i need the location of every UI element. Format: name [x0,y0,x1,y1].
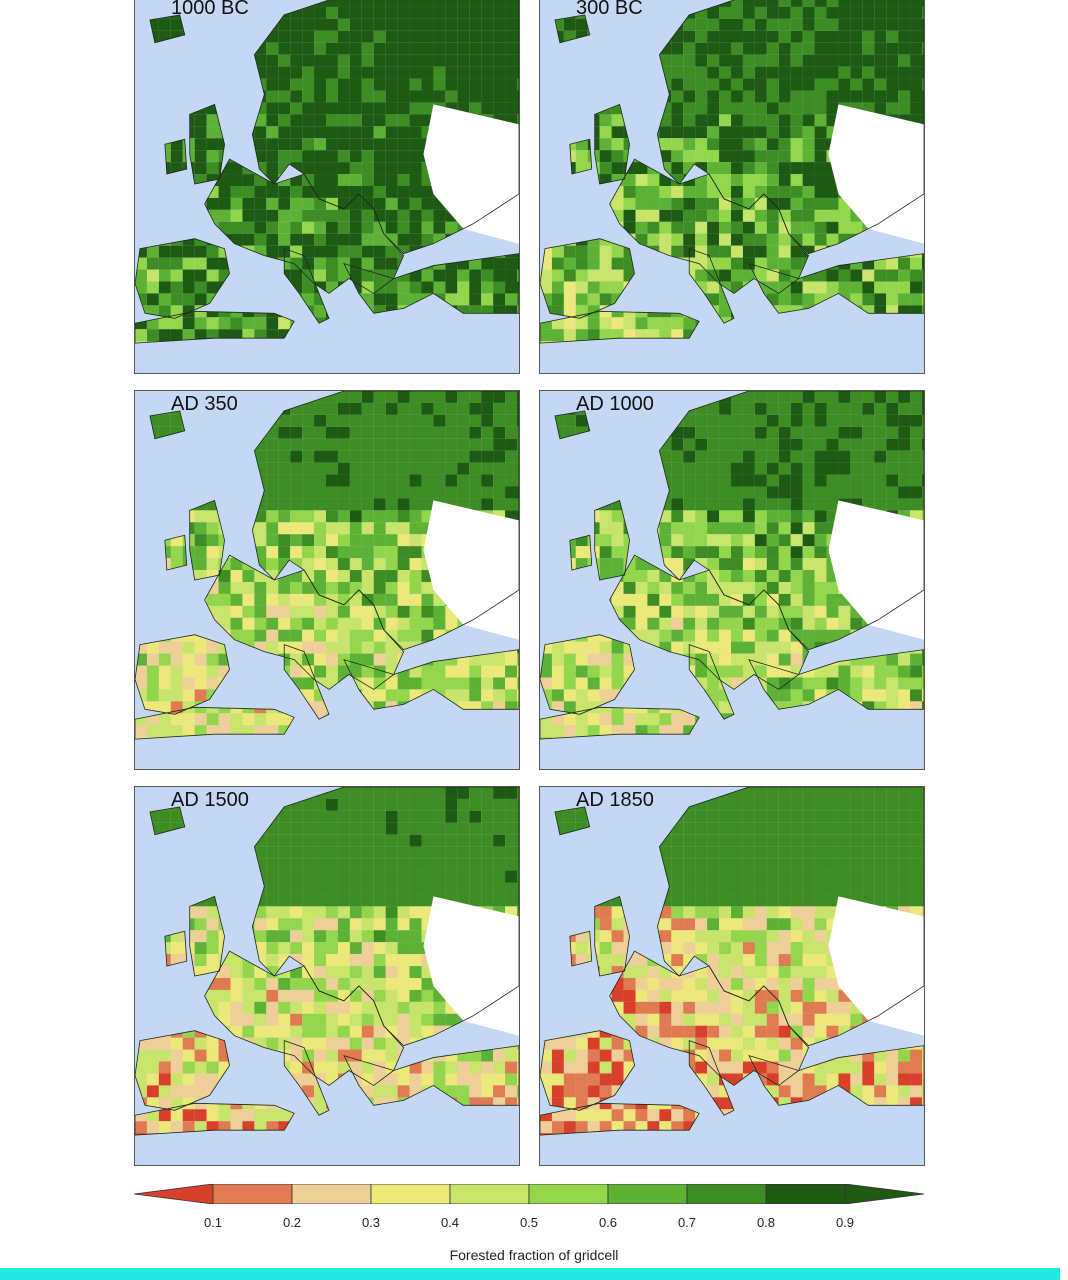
colorbar-tick-label: 0.6 [598,1215,618,1230]
no-data-region [423,500,519,640]
no-data-region [423,104,519,244]
colorbar-tick-label: 0.8 [756,1215,776,1230]
colorbar-min-extension [134,1184,214,1204]
map-panel-1000-bc: 1000 BC [134,0,520,374]
colorbar-tick-label: 0.7 [677,1215,697,1230]
panel-label: 300 BC [576,0,643,19]
bottom-accent-bar [0,1268,1060,1280]
map-ad-350 [135,391,519,740]
colorbar-segment [370,1184,451,1204]
map-panel-ad-1000: AD 1000 [539,390,925,770]
panel-label: AD 350 [171,393,238,415]
no-data-region [828,500,924,640]
colorbar-title: Forested fraction of gridcell [449,1247,619,1263]
map-ad-1850 [540,787,924,1136]
map-panel-ad-350: AD 350 [134,390,520,770]
map-ad-1500 [135,787,519,1136]
map-panel-ad-1850: AD 1850 [539,786,925,1166]
no-data-region [423,896,519,1036]
colorbar-tick-label: 0.9 [835,1215,855,1230]
colorbar-tick-label: 0.4 [440,1215,460,1230]
colorbar [134,1184,924,1204]
colorbar-segment [607,1184,688,1204]
map-panel-300-bc: 300 BC [539,0,925,374]
colorbar-tick-label: 0.2 [282,1215,302,1230]
colorbar-segment [291,1184,372,1204]
colorbar-tick-label: 0.1 [203,1215,223,1230]
colorbar-segment [528,1184,609,1204]
map-ad-1000 [540,391,924,740]
no-data-region [828,896,924,1036]
colorbar-segment [765,1184,846,1204]
map-300-bc [540,0,924,344]
colorbar-segment [686,1184,767,1204]
map-1000-bc [135,0,519,344]
panel-label: AD 1850 [576,789,654,811]
map-panel-ad-1500: AD 1500 [134,786,520,1166]
panel-label: 1000 BC [171,0,249,19]
panel-label: AD 1500 [171,789,249,811]
panel-label: AD 1000 [576,393,654,415]
colorbar-max-extension [844,1184,924,1204]
colorbar-segment [449,1184,530,1204]
no-data-region [828,104,924,244]
colorbar-segment [212,1184,293,1204]
colorbar-tick-label: 0.3 [361,1215,381,1230]
colorbar-tick-label: 0.5 [519,1215,539,1230]
